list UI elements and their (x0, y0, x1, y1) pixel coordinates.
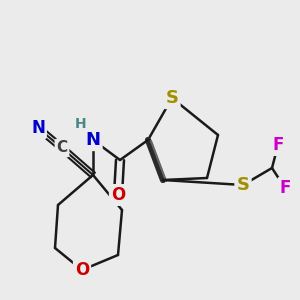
Text: N: N (85, 131, 100, 149)
Text: O: O (111, 186, 125, 204)
Text: O: O (75, 261, 89, 279)
Text: F: F (279, 179, 291, 197)
Text: C: C (56, 140, 68, 155)
Text: H: H (75, 117, 87, 131)
Text: S: S (166, 89, 178, 107)
Text: N: N (31, 119, 45, 137)
Text: F: F (272, 136, 284, 154)
Text: S: S (236, 176, 250, 194)
